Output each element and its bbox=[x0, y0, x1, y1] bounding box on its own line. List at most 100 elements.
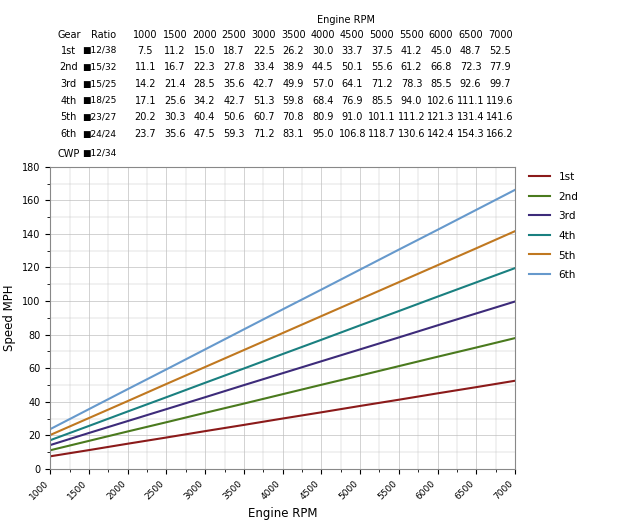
3rd bbox=[279, 370, 286, 376]
Text: 91.0: 91.0 bbox=[342, 113, 363, 122]
Text: 5500: 5500 bbox=[399, 30, 424, 40]
Text: 7.5: 7.5 bbox=[138, 46, 153, 56]
Text: 38.9: 38.9 bbox=[283, 63, 304, 72]
1st bbox=[240, 422, 247, 428]
Text: 106.8: 106.8 bbox=[338, 129, 366, 139]
6th bbox=[124, 386, 131, 392]
Text: 42.7: 42.7 bbox=[253, 79, 274, 89]
Text: ■24/24: ■24/24 bbox=[82, 130, 116, 139]
Text: 141.6: 141.6 bbox=[487, 113, 514, 122]
Text: 35.6: 35.6 bbox=[224, 79, 245, 89]
1st bbox=[356, 403, 364, 409]
Text: 2500: 2500 bbox=[222, 30, 246, 40]
Text: 70.8: 70.8 bbox=[283, 113, 304, 122]
5th bbox=[395, 279, 403, 286]
3rd bbox=[85, 430, 93, 436]
Line: 1st: 1st bbox=[50, 381, 515, 456]
2nd bbox=[124, 428, 131, 435]
6th bbox=[202, 346, 209, 353]
3rd bbox=[240, 382, 247, 388]
4th bbox=[163, 394, 170, 400]
5th bbox=[163, 381, 170, 387]
Text: 2nd: 2nd bbox=[60, 63, 78, 72]
Text: 101.1: 101.1 bbox=[368, 113, 396, 122]
Text: 119.6: 119.6 bbox=[487, 96, 514, 106]
Text: 11.2: 11.2 bbox=[165, 46, 186, 56]
Text: 49.9: 49.9 bbox=[283, 79, 304, 89]
Text: 71.2: 71.2 bbox=[253, 129, 274, 139]
Text: 77.9: 77.9 bbox=[489, 63, 511, 72]
Text: 76.9: 76.9 bbox=[342, 96, 363, 106]
5th bbox=[434, 262, 441, 268]
Text: 59.8: 59.8 bbox=[283, 96, 304, 106]
3rd bbox=[46, 442, 54, 448]
Text: 6000: 6000 bbox=[429, 30, 453, 40]
Text: 7000: 7000 bbox=[488, 30, 512, 40]
Text: Gear: Gear bbox=[57, 30, 80, 40]
Text: 154.3: 154.3 bbox=[457, 129, 484, 139]
3rd bbox=[163, 406, 170, 412]
Text: ■23/27: ■23/27 bbox=[82, 113, 116, 122]
1st bbox=[279, 415, 286, 421]
1st bbox=[318, 409, 325, 415]
3rd bbox=[356, 346, 364, 353]
Text: 60.7: 60.7 bbox=[253, 113, 274, 122]
Text: 30.3: 30.3 bbox=[165, 113, 186, 122]
5th bbox=[279, 330, 286, 336]
6th bbox=[163, 366, 170, 373]
Text: 14.2: 14.2 bbox=[134, 79, 156, 89]
4th bbox=[356, 322, 364, 328]
4th bbox=[202, 380, 209, 386]
Text: Engine RPM: Engine RPM bbox=[317, 16, 375, 26]
4th bbox=[511, 265, 519, 271]
Text: Ratio: Ratio bbox=[91, 30, 116, 40]
Text: 92.6: 92.6 bbox=[460, 79, 482, 89]
Text: 83.1: 83.1 bbox=[283, 129, 304, 139]
Text: 4500: 4500 bbox=[340, 30, 365, 40]
4th bbox=[279, 351, 286, 357]
Text: 34.2: 34.2 bbox=[194, 96, 215, 106]
6th bbox=[318, 287, 325, 293]
5th bbox=[511, 228, 519, 234]
3rd bbox=[511, 299, 519, 305]
Text: 131.4: 131.4 bbox=[457, 113, 484, 122]
3rd bbox=[202, 394, 209, 400]
Text: ■12/34: ■12/34 bbox=[82, 150, 116, 158]
Text: 142.4: 142.4 bbox=[427, 129, 455, 139]
4th bbox=[434, 293, 441, 300]
2nd bbox=[240, 401, 247, 407]
4th bbox=[124, 408, 131, 415]
Text: 50.6: 50.6 bbox=[224, 113, 245, 122]
Text: 57.0: 57.0 bbox=[312, 79, 333, 89]
6th bbox=[279, 306, 286, 313]
Text: 3500: 3500 bbox=[281, 30, 306, 40]
Text: ■15/32: ■15/32 bbox=[82, 63, 116, 72]
Line: 4th: 4th bbox=[50, 268, 515, 440]
2nd bbox=[472, 344, 480, 351]
5th bbox=[472, 245, 480, 252]
Text: 27.8: 27.8 bbox=[224, 63, 245, 72]
Text: 40.4: 40.4 bbox=[194, 113, 215, 122]
Line: 2nd: 2nd bbox=[50, 338, 515, 450]
Text: 72.3: 72.3 bbox=[460, 63, 482, 72]
Text: 121.3: 121.3 bbox=[427, 113, 455, 122]
4th bbox=[472, 279, 480, 286]
2nd bbox=[356, 373, 364, 379]
Text: 4th: 4th bbox=[61, 96, 77, 106]
Text: 23.7: 23.7 bbox=[134, 129, 156, 139]
2nd bbox=[85, 438, 93, 444]
4th bbox=[46, 437, 54, 443]
Text: 4000: 4000 bbox=[311, 30, 335, 40]
Text: 6th: 6th bbox=[61, 129, 77, 139]
2nd bbox=[318, 382, 325, 388]
Text: 50.1: 50.1 bbox=[342, 63, 363, 72]
Text: 45.0: 45.0 bbox=[430, 46, 452, 56]
Text: 2000: 2000 bbox=[192, 30, 217, 40]
Text: CWP: CWP bbox=[58, 149, 80, 159]
Text: 64.1: 64.1 bbox=[342, 79, 363, 89]
3rd bbox=[472, 311, 480, 317]
Text: 33.4: 33.4 bbox=[253, 63, 274, 72]
Text: 41.2: 41.2 bbox=[401, 46, 422, 56]
1st bbox=[395, 396, 403, 403]
1st bbox=[46, 453, 54, 460]
